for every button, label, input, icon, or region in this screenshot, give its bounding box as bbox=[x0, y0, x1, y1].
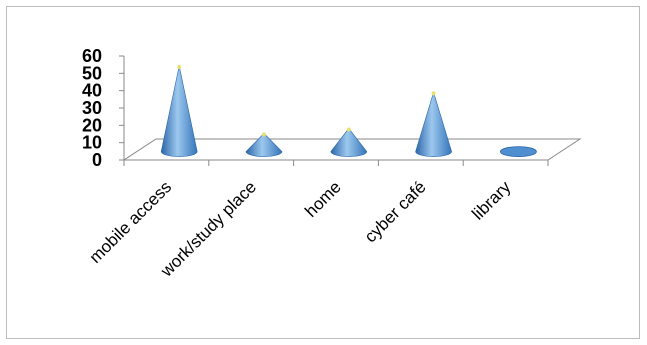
cone-mark bbox=[160, 65, 198, 157]
y-tick-label: 40 bbox=[82, 81, 102, 101]
x-category-label: cyber café bbox=[361, 177, 430, 246]
x-category-label: library bbox=[468, 177, 515, 224]
y-tick-label: 50 bbox=[82, 63, 102, 83]
y-tick-label: 20 bbox=[82, 115, 102, 135]
cone-tip bbox=[431, 91, 436, 96]
y-tick-label: 0 bbox=[92, 150, 102, 170]
chart-frame bbox=[6, 6, 640, 339]
y-tick-label: 30 bbox=[82, 98, 102, 118]
x-category-label: home bbox=[301, 177, 345, 221]
cone-tip bbox=[346, 127, 351, 132]
y-tick-label: 60 bbox=[82, 46, 102, 66]
cone-tip bbox=[262, 132, 266, 137]
cone-mark bbox=[245, 133, 283, 157]
cone-mark bbox=[330, 128, 368, 157]
cone-tip bbox=[177, 64, 182, 69]
y-tick-label: 10 bbox=[82, 133, 102, 153]
chart-floor bbox=[122, 138, 582, 161]
cones bbox=[160, 64, 537, 158]
x-category-label: mobile access bbox=[86, 177, 176, 267]
cone-mark bbox=[415, 91, 452, 157]
cone-mark bbox=[500, 146, 537, 158]
